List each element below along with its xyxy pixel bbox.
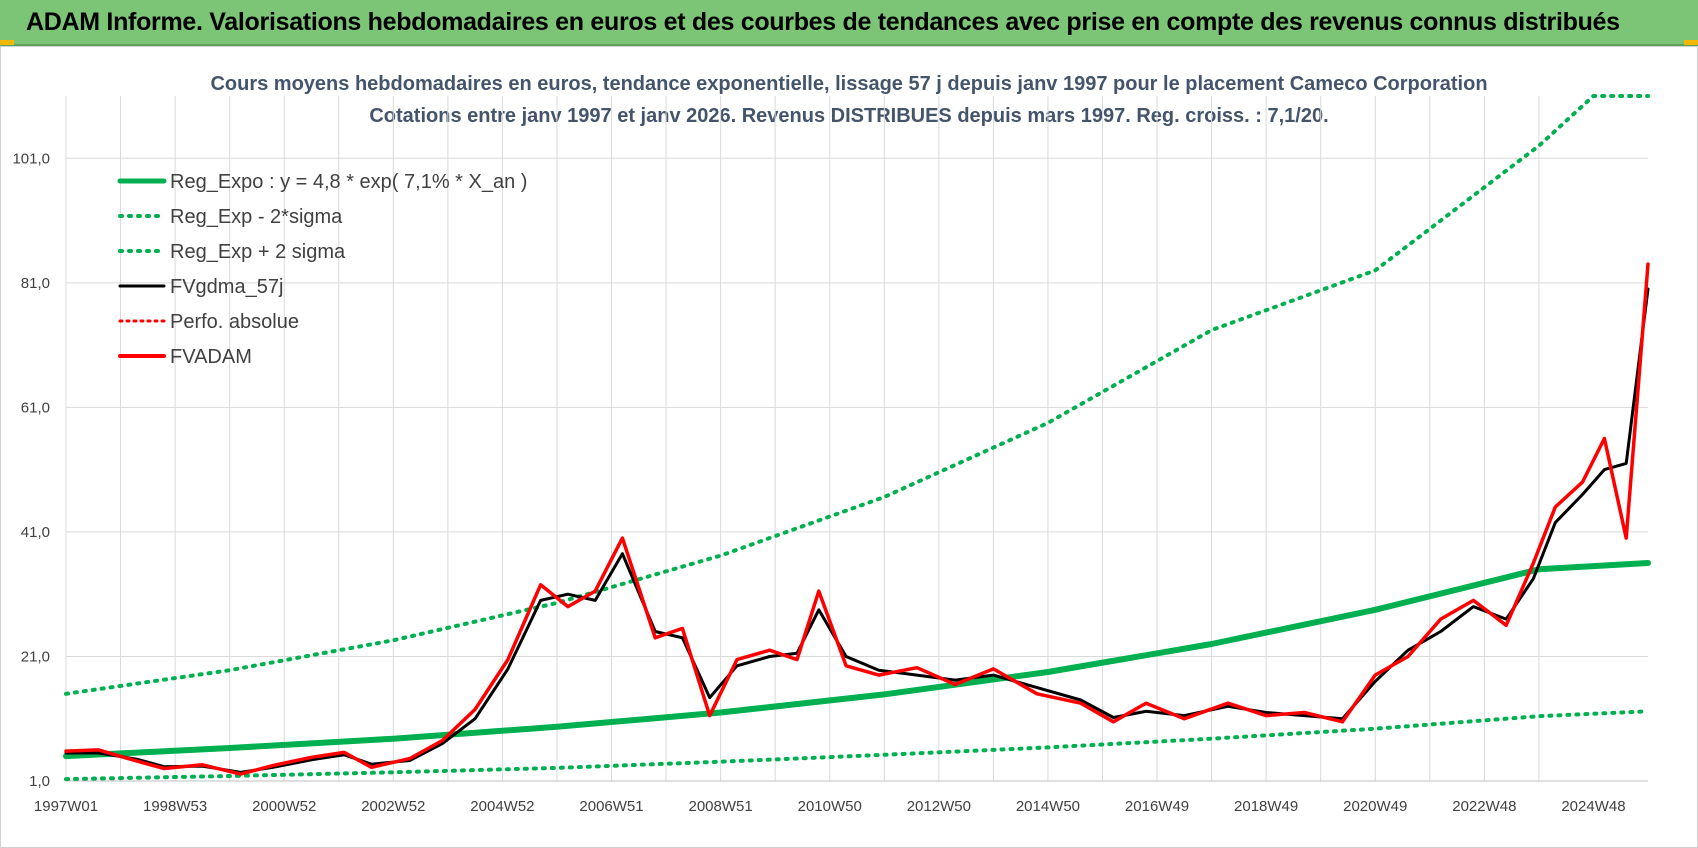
y-tick-label: 81,0 xyxy=(21,275,50,292)
x-tick-label: 2024W48 xyxy=(1561,798,1625,815)
trend-line xyxy=(63,560,1651,760)
corner-marker xyxy=(0,40,14,45)
x-tick-label: 2002W52 xyxy=(361,798,425,815)
gridlines xyxy=(65,96,1648,782)
trend-minus-2sigma-line xyxy=(64,709,1650,782)
axis-ticks: 1997W01 1998W53 2000W52 2002W52 2004W52 2006W… xyxy=(12,150,1625,815)
report-banner: ADAM Informe. Valorisations hebdomadaire… xyxy=(0,0,1698,46)
x-tick-label: 2018W49 xyxy=(1234,798,1298,815)
legend-label: Reg_Exp - 2*sigma xyxy=(170,206,343,228)
x-tick-label: 2020W49 xyxy=(1343,798,1407,815)
chart-title-line-1: Cours moyens hebdomadaires en euros, ten… xyxy=(210,73,1487,95)
x-tick-label: 2016W49 xyxy=(1125,798,1189,815)
x-tick-label: 2010W50 xyxy=(798,798,862,815)
x-tick-label: 2022W48 xyxy=(1452,798,1516,815)
x-tick-label: 2004W52 xyxy=(470,798,534,815)
y-tick-label: 101,0 xyxy=(12,150,50,167)
x-tick-label: 1997W01 xyxy=(34,798,98,815)
legend-label: Perfo. absolue xyxy=(170,311,299,333)
legend-label: FVgdma_57j xyxy=(170,276,283,298)
legend-label: Reg_Exp + 2 sigma xyxy=(170,241,346,263)
y-tick-label: 41,0 xyxy=(21,524,50,541)
report-title: ADAM Informe. Valorisations hebdomadaire… xyxy=(26,8,1620,36)
chart-title-line-2: Cotations entre janv 1997 et janv 2026. … xyxy=(369,105,1328,127)
legend: Reg_Expo : y = 4,8 * exp( 7,1% * X_an ) R… xyxy=(117,171,527,368)
legend-label: FVADAM xyxy=(170,346,252,368)
x-tick-label: 2000W52 xyxy=(252,798,316,815)
x-tick-label: 1998W53 xyxy=(143,798,207,815)
fvadam-line xyxy=(64,262,1650,776)
trend-plus-2sigma-line xyxy=(64,94,1650,696)
x-tick-label: 2014W50 xyxy=(1016,798,1080,815)
series-layer xyxy=(63,94,1651,782)
x-tick-label: 2008W51 xyxy=(689,798,753,815)
y-tick-label: 1,0 xyxy=(29,773,50,790)
legend-label: Reg_Expo : y = 4,8 * exp( 7,1% * X_an ) xyxy=(170,171,527,193)
y-tick-label: 21,0 xyxy=(21,648,50,665)
y-tick-label: 61,0 xyxy=(21,399,50,416)
x-tick-label: 2012W50 xyxy=(907,798,971,815)
corner-marker xyxy=(1684,40,1698,45)
x-tick-label: 2006W51 xyxy=(579,798,643,815)
